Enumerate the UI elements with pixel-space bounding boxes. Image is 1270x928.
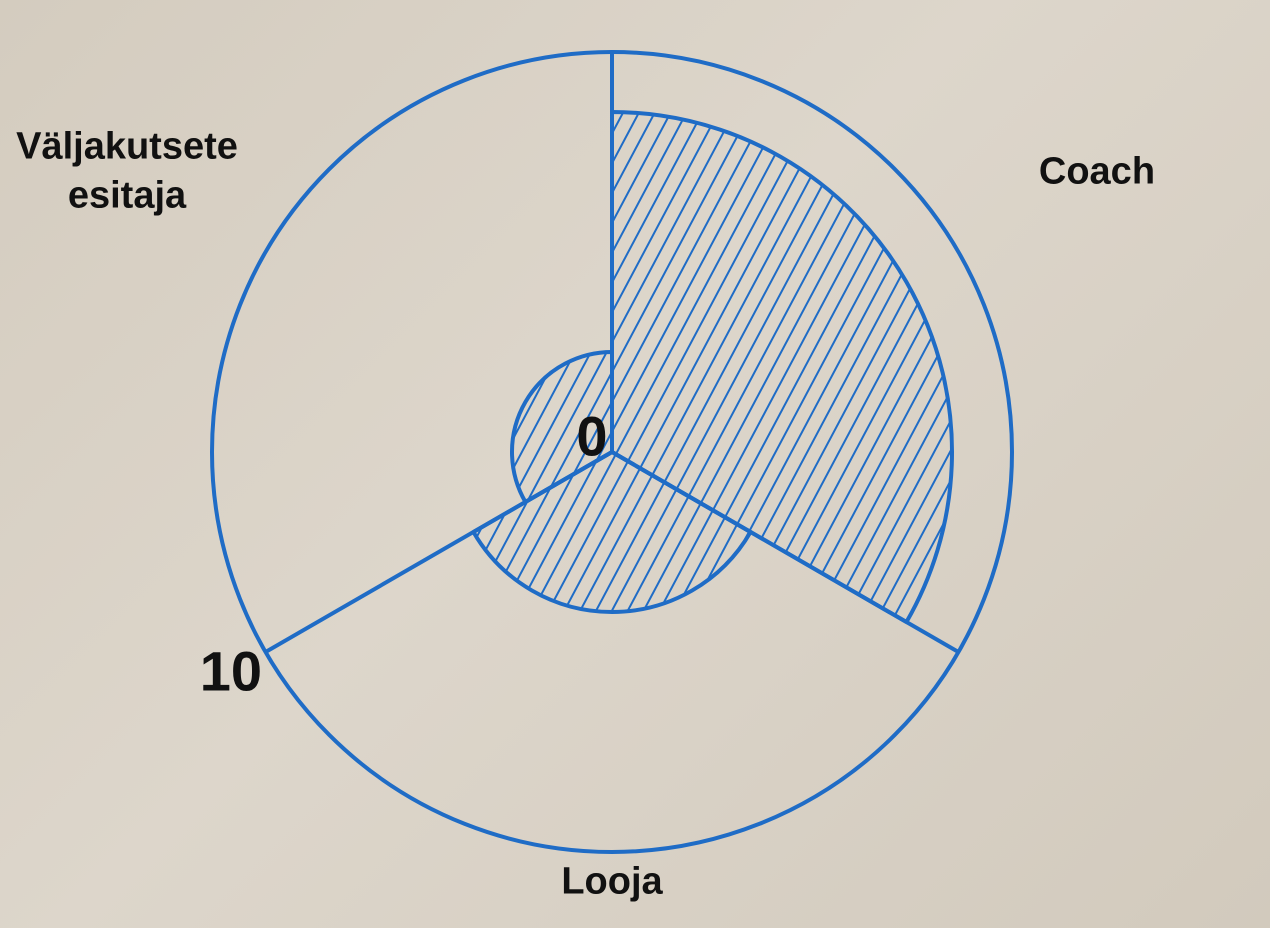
divider <box>264 450 614 654</box>
category-label: Väljakutsete esitaja <box>16 125 238 217</box>
sector <box>610 110 954 624</box>
divider <box>610 450 960 654</box>
r-tick-label: 0 <box>576 404 608 468</box>
r-tick-label: 10 <box>199 639 263 703</box>
category-label: Coach <box>1038 150 1156 193</box>
category-label: Looja <box>561 860 663 903</box>
